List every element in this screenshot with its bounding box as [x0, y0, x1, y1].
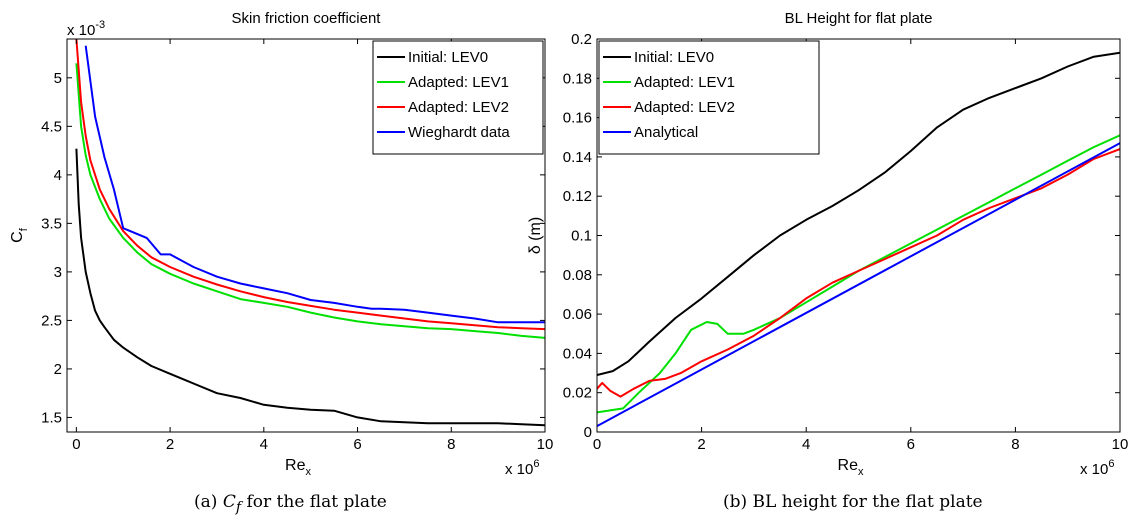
x-tick-label: 10 [1112, 436, 1129, 453]
legend-label-0: Initial: LEV0 [408, 49, 488, 66]
plot-lines [597, 51, 1120, 427]
x-multiplier-base: x 10 [1080, 461, 1108, 478]
y-multiplier-base: x 10 [67, 22, 95, 39]
x-tick-label: 8 [1011, 436, 1019, 453]
x-tick-label: 2 [697, 436, 705, 453]
series-line-1 [75, 63, 545, 339]
x-multiplier-exp: 6 [533, 458, 539, 470]
legend-box [372, 40, 544, 155]
legend-label-0: Initial: LEV0 [634, 49, 714, 66]
y-ticks: 0 0.02 0.04 0.06 0.08 0.1 0.12 0.14 0.16 0.18 0.2 [563, 31, 1120, 441]
y-axis-label: Cf [9, 227, 30, 243]
legend-label-3: Analytical [634, 124, 698, 141]
caption-a-math: C [222, 492, 236, 512]
caption-a-prefix: (a) [194, 492, 223, 512]
series-line-1 [597, 134, 1120, 414]
series-line-0 [75, 148, 545, 427]
y-tick-label: 2.5 [41, 312, 62, 329]
y-tick-label: 3 [54, 264, 62, 281]
y-tick-label: 0.08 [563, 267, 592, 284]
y-multiplier-exp: -3 [95, 19, 105, 31]
x-axis-label-sub: x [858, 466, 864, 478]
x-axis-label-sub: x [305, 466, 311, 478]
x-ticks: 0 2 4 6 8 10 [72, 39, 553, 453]
legend-label-1: Adapted: LEV1 [634, 74, 735, 91]
y-tick-label: 3.5 [41, 215, 62, 232]
x-multiplier: x 106 [1080, 458, 1114, 478]
caption-a-math-sub: f [235, 499, 242, 516]
x-ticks: 0 2 4 6 8 10 [593, 39, 1129, 453]
caption-a-rest: for the flat plate [241, 492, 387, 512]
x-multiplier: x 106 [505, 458, 539, 478]
y-tick-label: 5 [54, 70, 62, 87]
x-axis-label: Rex [838, 457, 864, 478]
chart-title: BL Height for flat plate [785, 10, 933, 27]
y-axis-label-sub: f [18, 227, 30, 231]
y-tick-label: 0.2 [571, 31, 592, 48]
series-line-2 [597, 148, 1120, 398]
legend: Initial: LEV0 Adapted: LEV1 Adapted: LEV2 A… [598, 40, 820, 155]
caption-a: (a) Cf for the flat plate [194, 492, 387, 515]
x-tick-label: 0 [593, 436, 601, 453]
x-tick-label: 2 [166, 436, 174, 453]
y-tick-label: 0.1 [571, 228, 592, 245]
x-tick-label: 4 [802, 436, 810, 453]
caption-b-text: (b) BL height for the flat plate [723, 492, 983, 512]
chart-bl-height: 0 2 4 6 8 1000.020.040.060.080.10.120.140.160… [527, 10, 1128, 478]
axes-box [66, 38, 546, 433]
x-tick-label: 0 [72, 436, 80, 453]
y-multiplier: x 10-3 [67, 19, 105, 39]
series-line-3 [84, 45, 545, 324]
plot-lines [75, 39, 545, 427]
x-axis-label: Rex [285, 457, 311, 478]
x-tick-label: 8 [447, 436, 455, 453]
x-tick-label: 6 [907, 436, 915, 453]
x-tick-label: 10 [537, 436, 554, 453]
y-axis-label-main: δ (m) [527, 217, 544, 254]
y-tick-label: 0.02 [563, 385, 592, 402]
y-tick-label: 1.5 [41, 409, 62, 426]
series-line-2 [75, 39, 545, 331]
y-tick-label: 0.06 [563, 306, 592, 323]
series-line-0 [597, 51, 1120, 376]
x-multiplier-base: x 10 [505, 461, 533, 478]
y-tick-label: 0 [584, 424, 592, 441]
y-axis-label: δ (m) [527, 217, 544, 254]
y-tick-label: 0.18 [563, 70, 592, 87]
x-multiplier-exp: 6 [1108, 458, 1114, 470]
y-tick-label: 0.12 [563, 188, 592, 205]
y-tick-label: 0.04 [563, 345, 592, 362]
caption-b: (b) BL height for the flat plate [723, 492, 983, 512]
y-axis-label-main: C [9, 231, 26, 243]
legend-label-2: Adapted: LEV2 [408, 99, 509, 116]
chart-skin-friction: 0 2 4 6 8 10 1.5 2 2.5 3 3.5 4 4.5 5 Skin friction coe… [9, 10, 553, 478]
series-line-3 [597, 142, 1120, 427]
legend-box [598, 40, 820, 155]
legend: Initial: LEV0 Adapted: LEV1 Adapted: LEV2 W… [372, 40, 544, 155]
legend-label-3: Wieghardt data [408, 124, 510, 141]
y-tick-label: 4 [54, 167, 62, 184]
y-ticks: 1.5 2 2.5 3 3.5 4 4.5 5 [41, 70, 545, 426]
x-tick-label: 4 [260, 436, 268, 453]
chart-title: Skin friction coefficient [232, 10, 382, 27]
x-axis-label-main: Re [838, 457, 859, 474]
y-tick-label: 0.14 [563, 149, 592, 166]
y-tick-label: 2 [54, 361, 62, 378]
x-axis-label-main: Re [285, 457, 306, 474]
y-tick-label: 4.5 [41, 118, 62, 135]
x-tick-label: 6 [353, 436, 361, 453]
legend-label-2: Adapted: LEV2 [634, 99, 735, 116]
legend-label-1: Adapted: LEV1 [408, 74, 509, 91]
y-tick-label: 0.16 [563, 110, 592, 127]
